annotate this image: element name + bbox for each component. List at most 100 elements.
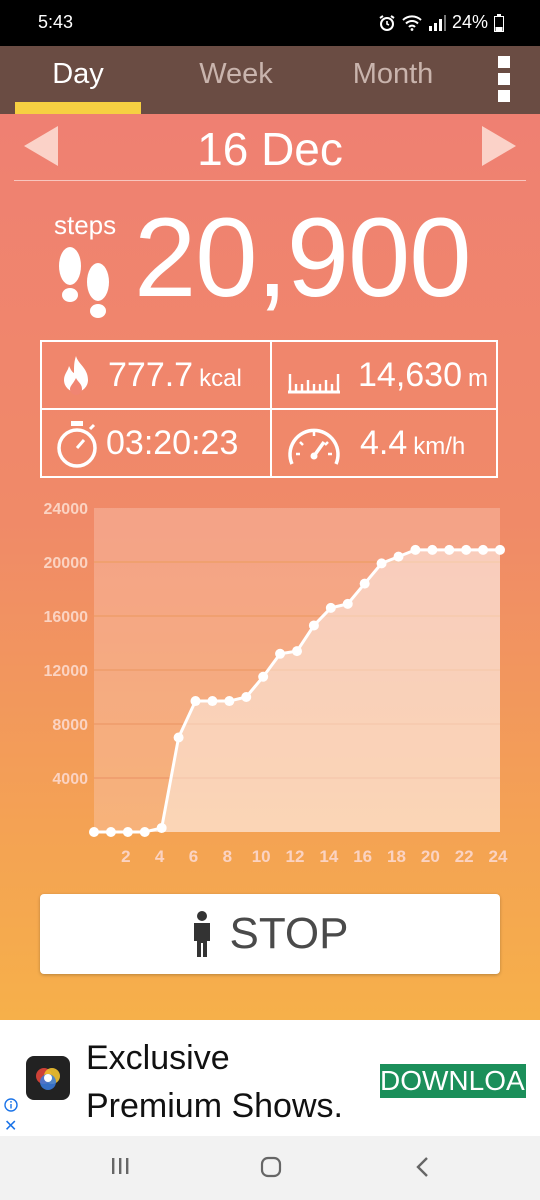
menu-dot — [498, 73, 510, 85]
data-point — [427, 544, 438, 555]
ad-headline: Exclusive Premium Shows. — [86, 1034, 343, 1130]
data-point — [292, 646, 302, 657]
app-logo-icon — [36, 1068, 60, 1090]
active-tab-indicator — [15, 102, 141, 114]
data-point — [190, 696, 201, 707]
step-count: 20,900 — [134, 195, 472, 320]
ad-app-logo — [26, 1056, 70, 1100]
data-point — [444, 544, 455, 555]
y-tick-label: 4000 — [52, 771, 88, 788]
x-tick-label: 12 — [286, 847, 305, 866]
data-point — [207, 696, 218, 707]
speedometer-icon — [288, 428, 340, 465]
status-time: 5:43 — [38, 12, 74, 32]
x-tick-label: 6 — [189, 847, 198, 866]
date-navigator: 16 Dec — [0, 114, 540, 180]
data-point — [393, 551, 404, 562]
data-point — [325, 602, 336, 613]
x-tick-label: 16 — [353, 847, 372, 866]
next-day-arrow-icon[interactable] — [482, 126, 516, 166]
back-icon[interactable] — [414, 1156, 430, 1178]
ad-banner[interactable]: Exclusive Premium Shows. DOWNLOAD ✕ — [0, 1020, 540, 1136]
calories-value: 777.7 — [108, 356, 194, 394]
walking-person-icon — [194, 911, 211, 957]
status-icons: 24% — [378, 12, 504, 33]
wifi-icon — [402, 14, 422, 31]
data-point — [308, 620, 319, 631]
data-point — [495, 544, 505, 555]
stopwatch-icon — [57, 421, 97, 468]
signal-icon — [428, 14, 446, 31]
ad-download-button[interactable]: DOWNLOAD — [380, 1064, 526, 1098]
distance-value: 14,630 — [358, 356, 462, 394]
battery-percent: 24% — [451, 12, 488, 32]
tab-bar: Day Week Month — [0, 46, 540, 114]
overflow-menu-button[interactable] — [498, 56, 512, 104]
calories-stat: 777.7 kcal — [108, 356, 242, 395]
x-tick-label: 4 — [155, 847, 165, 866]
speed-stat: 4.4 km/h — [360, 424, 465, 463]
menu-dot — [498, 90, 510, 102]
data-point — [241, 692, 252, 702]
data-point — [342, 598, 353, 609]
data-point — [376, 558, 387, 569]
ad-close-icon[interactable]: ✕ — [4, 1118, 18, 1135]
tab-day[interactable]: Day — [52, 58, 104, 90]
duration-value: 03:20:23 — [106, 424, 239, 462]
stop-button[interactable]: STOP — [40, 894, 500, 974]
speed-value: 4.4 — [360, 424, 408, 462]
data-point — [461, 544, 472, 555]
data-point — [224, 696, 235, 707]
y-tick-label: 8000 — [52, 717, 88, 734]
ad-info-icon[interactable] — [4, 1098, 18, 1112]
data-point — [105, 827, 116, 837]
ad-line-2: Premium Shows. — [86, 1087, 343, 1125]
x-tick-label: 10 — [252, 847, 271, 866]
system-nav-bar — [0, 1136, 540, 1200]
data-point — [156, 822, 167, 833]
ruler-icon — [288, 374, 340, 394]
data-point — [478, 544, 489, 555]
home-icon[interactable] — [260, 1156, 282, 1178]
data-point — [275, 648, 286, 659]
date-divider — [14, 180, 526, 181]
x-tick-label: 18 — [387, 847, 406, 866]
speed-unit: km/h — [413, 433, 466, 460]
stats-divider-horizontal — [42, 408, 496, 410]
alarm-icon — [379, 14, 395, 31]
status-bar: 5:43 24% — [0, 0, 540, 46]
x-tick-label: 20 — [421, 847, 440, 866]
stop-button-label: STOP — [229, 909, 349, 958]
ad-line-1: Exclusive — [86, 1039, 230, 1077]
chart-area-fill — [94, 549, 500, 832]
stats-grid: 777.7 kcal 14,630 m 03:20:23 4.4 — [40, 340, 498, 478]
y-tick-label: 24000 — [44, 501, 89, 518]
recent-apps-icon[interactable] — [110, 1156, 130, 1176]
data-point — [122, 827, 133, 837]
data-point — [89, 827, 99, 837]
y-tick-label: 16000 — [44, 609, 89, 626]
data-point — [139, 827, 150, 837]
data-point — [410, 544, 421, 555]
x-tick-label: 24 — [489, 847, 508, 866]
x-tick-label: 22 — [455, 847, 474, 866]
distance-stat: 14,630 m — [358, 356, 488, 395]
calories-unit: kcal — [199, 365, 242, 392]
data-point — [258, 671, 269, 682]
x-tick-label: 2 — [121, 847, 130, 866]
data-point — [173, 732, 184, 743]
previous-day-arrow-icon[interactable] — [24, 126, 58, 166]
tab-week[interactable]: Week — [199, 58, 273, 90]
footprints-icon — [59, 247, 109, 318]
menu-dot — [498, 56, 510, 68]
main-panel: 16 Dec steps 20,900 777.7 kcal 14,630 m — [0, 114, 540, 1020]
duration-stat: 03:20:23 — [106, 424, 238, 463]
x-tick-label: 8 — [223, 847, 232, 866]
flame-icon — [64, 356, 88, 395]
y-tick-label: 20000 — [44, 555, 89, 572]
battery-icon — [494, 13, 504, 32]
tab-month[interactable]: Month — [352, 58, 434, 90]
steps-label: steps — [54, 210, 117, 240]
y-tick-label: 12000 — [44, 663, 89, 680]
